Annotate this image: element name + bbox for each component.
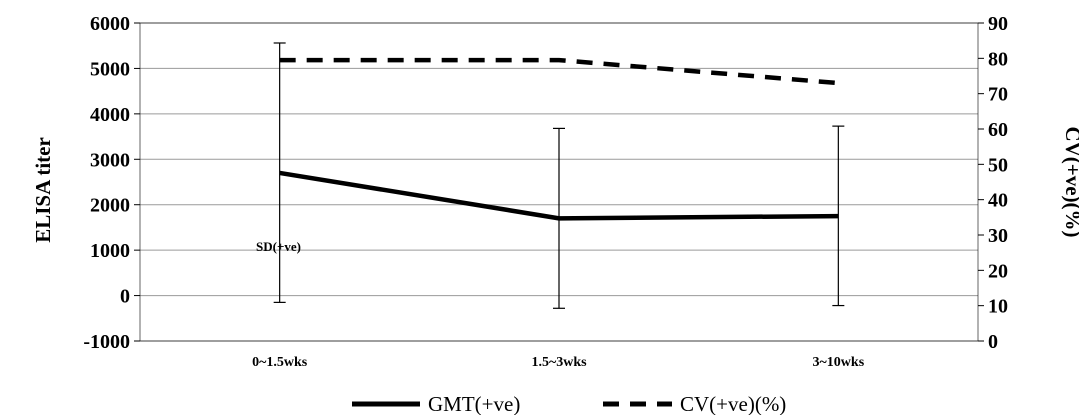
y2-tick-label: 0 xyxy=(988,331,998,353)
y2-tick-label: 10 xyxy=(988,296,1008,318)
y2-tick-label: 20 xyxy=(988,260,1008,282)
error-bars xyxy=(273,42,845,309)
series-lines xyxy=(279,57,839,221)
sd-annotation: SD(+ve) xyxy=(256,239,301,254)
gmt-series-line xyxy=(279,170,839,221)
left-axis-ticks: 6000 5000 4000 3000 2000 1000 0 -1000 xyxy=(83,13,140,353)
y-tick-label: 1000 xyxy=(90,240,130,262)
y2-tick-label: 60 xyxy=(988,119,1008,141)
y-tick-label: 2000 xyxy=(90,195,130,217)
y2-tick-label: 70 xyxy=(988,84,1008,106)
y2-axis-title: CV(+ve)(%) xyxy=(1061,126,1079,237)
y-tick-label: 3000 xyxy=(90,149,130,171)
y-tick-label: 0 xyxy=(120,286,130,308)
x-tick-label: 3~10wks xyxy=(813,355,865,370)
x-tick-label: 1.5~3wks xyxy=(531,355,587,370)
cv-series-line xyxy=(279,57,839,86)
legend-gmt-label: GMT(+ve) xyxy=(428,392,520,415)
y-axis-title: ELISA titer xyxy=(31,137,55,243)
y2-tick-label: 40 xyxy=(988,190,1008,212)
plot-area-border xyxy=(139,22,979,342)
right-axis-ticks: 90 80 70 60 50 40 30 20 10 0 xyxy=(978,13,1008,353)
y-tick-label: -1000 xyxy=(83,331,130,353)
legend: GMT(+ve) CV(+ve)(%) xyxy=(352,392,786,415)
y-tick-label: 5000 xyxy=(90,58,130,80)
y2-tick-label: 30 xyxy=(988,225,1008,247)
y-tick-label: 6000 xyxy=(90,13,130,35)
legend-cv-label: CV(+ve)(%) xyxy=(680,392,786,415)
y2-tick-label: 50 xyxy=(988,154,1008,176)
y2-tick-label: 90 xyxy=(988,13,1008,35)
y-tick-label: 4000 xyxy=(90,104,130,126)
category-axis: 0~1.5wks 1.5~3wks 3~10wks xyxy=(252,355,865,370)
x-tick-label: 0~1.5wks xyxy=(252,355,308,370)
y2-tick-label: 80 xyxy=(988,48,1008,70)
